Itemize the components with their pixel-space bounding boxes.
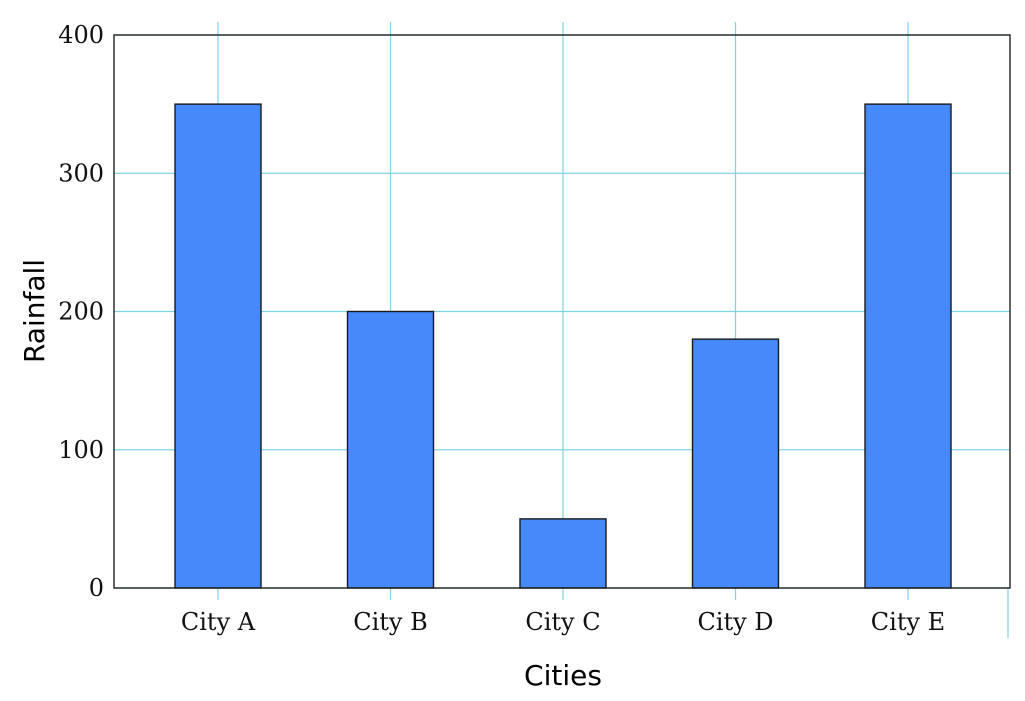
- bar-city-b: [346, 310, 435, 589]
- y-axis-label: Rainfall: [18, 259, 51, 363]
- bar-city-e: [864, 103, 952, 589]
- y-tick-label: 300: [58, 159, 104, 187]
- x-tick-label: City A: [181, 608, 256, 636]
- bars: [174, 103, 952, 589]
- bar-city-d: [691, 338, 780, 589]
- y-tick-label: 0: [89, 574, 104, 602]
- x-axis-label: Cities: [524, 659, 602, 692]
- y-tick-label: 200: [58, 298, 104, 326]
- x-tick-label: City B: [353, 608, 428, 636]
- y-tick-label: 400: [58, 21, 104, 49]
- x-axis-ticks: City A City B City C City D City E: [181, 608, 945, 636]
- y-tick-label: 100: [58, 436, 104, 464]
- bar-city-a: [174, 103, 262, 589]
- bar-city-c: [519, 518, 607, 589]
- x-tick-label: City D: [697, 608, 773, 636]
- y-axis-ticks: 0 100 200 300 400: [58, 21, 104, 602]
- x-tick-label: City C: [525, 608, 600, 636]
- plot-frame: [113, 34, 1011, 589]
- x-tick-label: City E: [871, 608, 945, 636]
